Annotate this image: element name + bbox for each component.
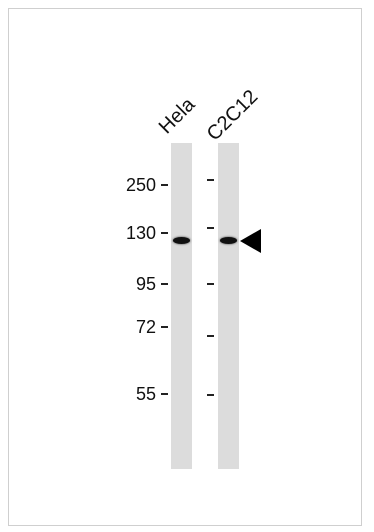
lane-c2c12 bbox=[218, 143, 239, 469]
marker-label-72: 72 bbox=[135, 317, 156, 337]
marker-tick-250-left bbox=[161, 184, 168, 186]
band-hela bbox=[173, 237, 190, 244]
marker-tick-130-right bbox=[207, 227, 214, 229]
marker-tick-95-left bbox=[161, 283, 168, 285]
marker-tick-72-left bbox=[161, 326, 168, 328]
lane-hela bbox=[171, 143, 192, 469]
marker-tick-95-right bbox=[207, 283, 214, 285]
band-c2c12 bbox=[220, 237, 237, 244]
marker-tick-55-left bbox=[161, 393, 168, 395]
band-arrow-icon bbox=[240, 229, 261, 253]
marker-label-250: 250 bbox=[125, 175, 156, 195]
marker-tick-250-right bbox=[207, 179, 214, 181]
marker-tick-130-left bbox=[161, 232, 168, 234]
marker-label-95: 95 bbox=[135, 274, 156, 294]
marker-label-130: 130 bbox=[125, 223, 156, 243]
marker-label-55: 55 bbox=[135, 384, 156, 404]
marker-tick-72-right bbox=[207, 335, 214, 337]
marker-tick-55-right bbox=[207, 394, 214, 396]
